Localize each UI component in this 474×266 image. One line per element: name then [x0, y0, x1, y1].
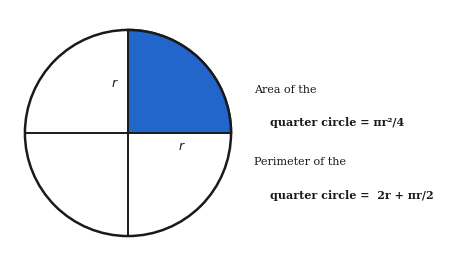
- Text: $r$: $r$: [178, 140, 185, 153]
- Text: $r$: $r$: [111, 77, 118, 90]
- Text: Area of the: Area of the: [254, 85, 316, 95]
- Text: Perimeter of the: Perimeter of the: [254, 157, 346, 167]
- Text: quarter circle =  2r + πr/2: quarter circle = 2r + πr/2: [270, 190, 434, 201]
- Polygon shape: [128, 30, 231, 133]
- Circle shape: [25, 30, 231, 236]
- Text: quarter circle = πr²/4: quarter circle = πr²/4: [270, 117, 404, 128]
